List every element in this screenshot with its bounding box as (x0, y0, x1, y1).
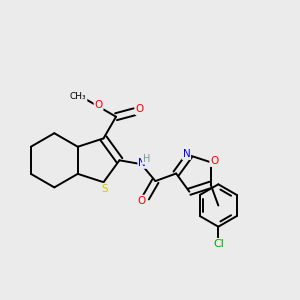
Text: Cl: Cl (213, 239, 224, 249)
Text: O: O (94, 100, 103, 110)
Text: O: O (136, 104, 144, 114)
Text: S: S (102, 184, 108, 194)
Text: O: O (137, 196, 145, 206)
Text: N: N (183, 149, 190, 159)
Text: CH₃: CH₃ (70, 92, 87, 101)
Text: N: N (138, 158, 146, 168)
Text: H: H (143, 154, 150, 164)
Text: O: O (210, 156, 218, 166)
